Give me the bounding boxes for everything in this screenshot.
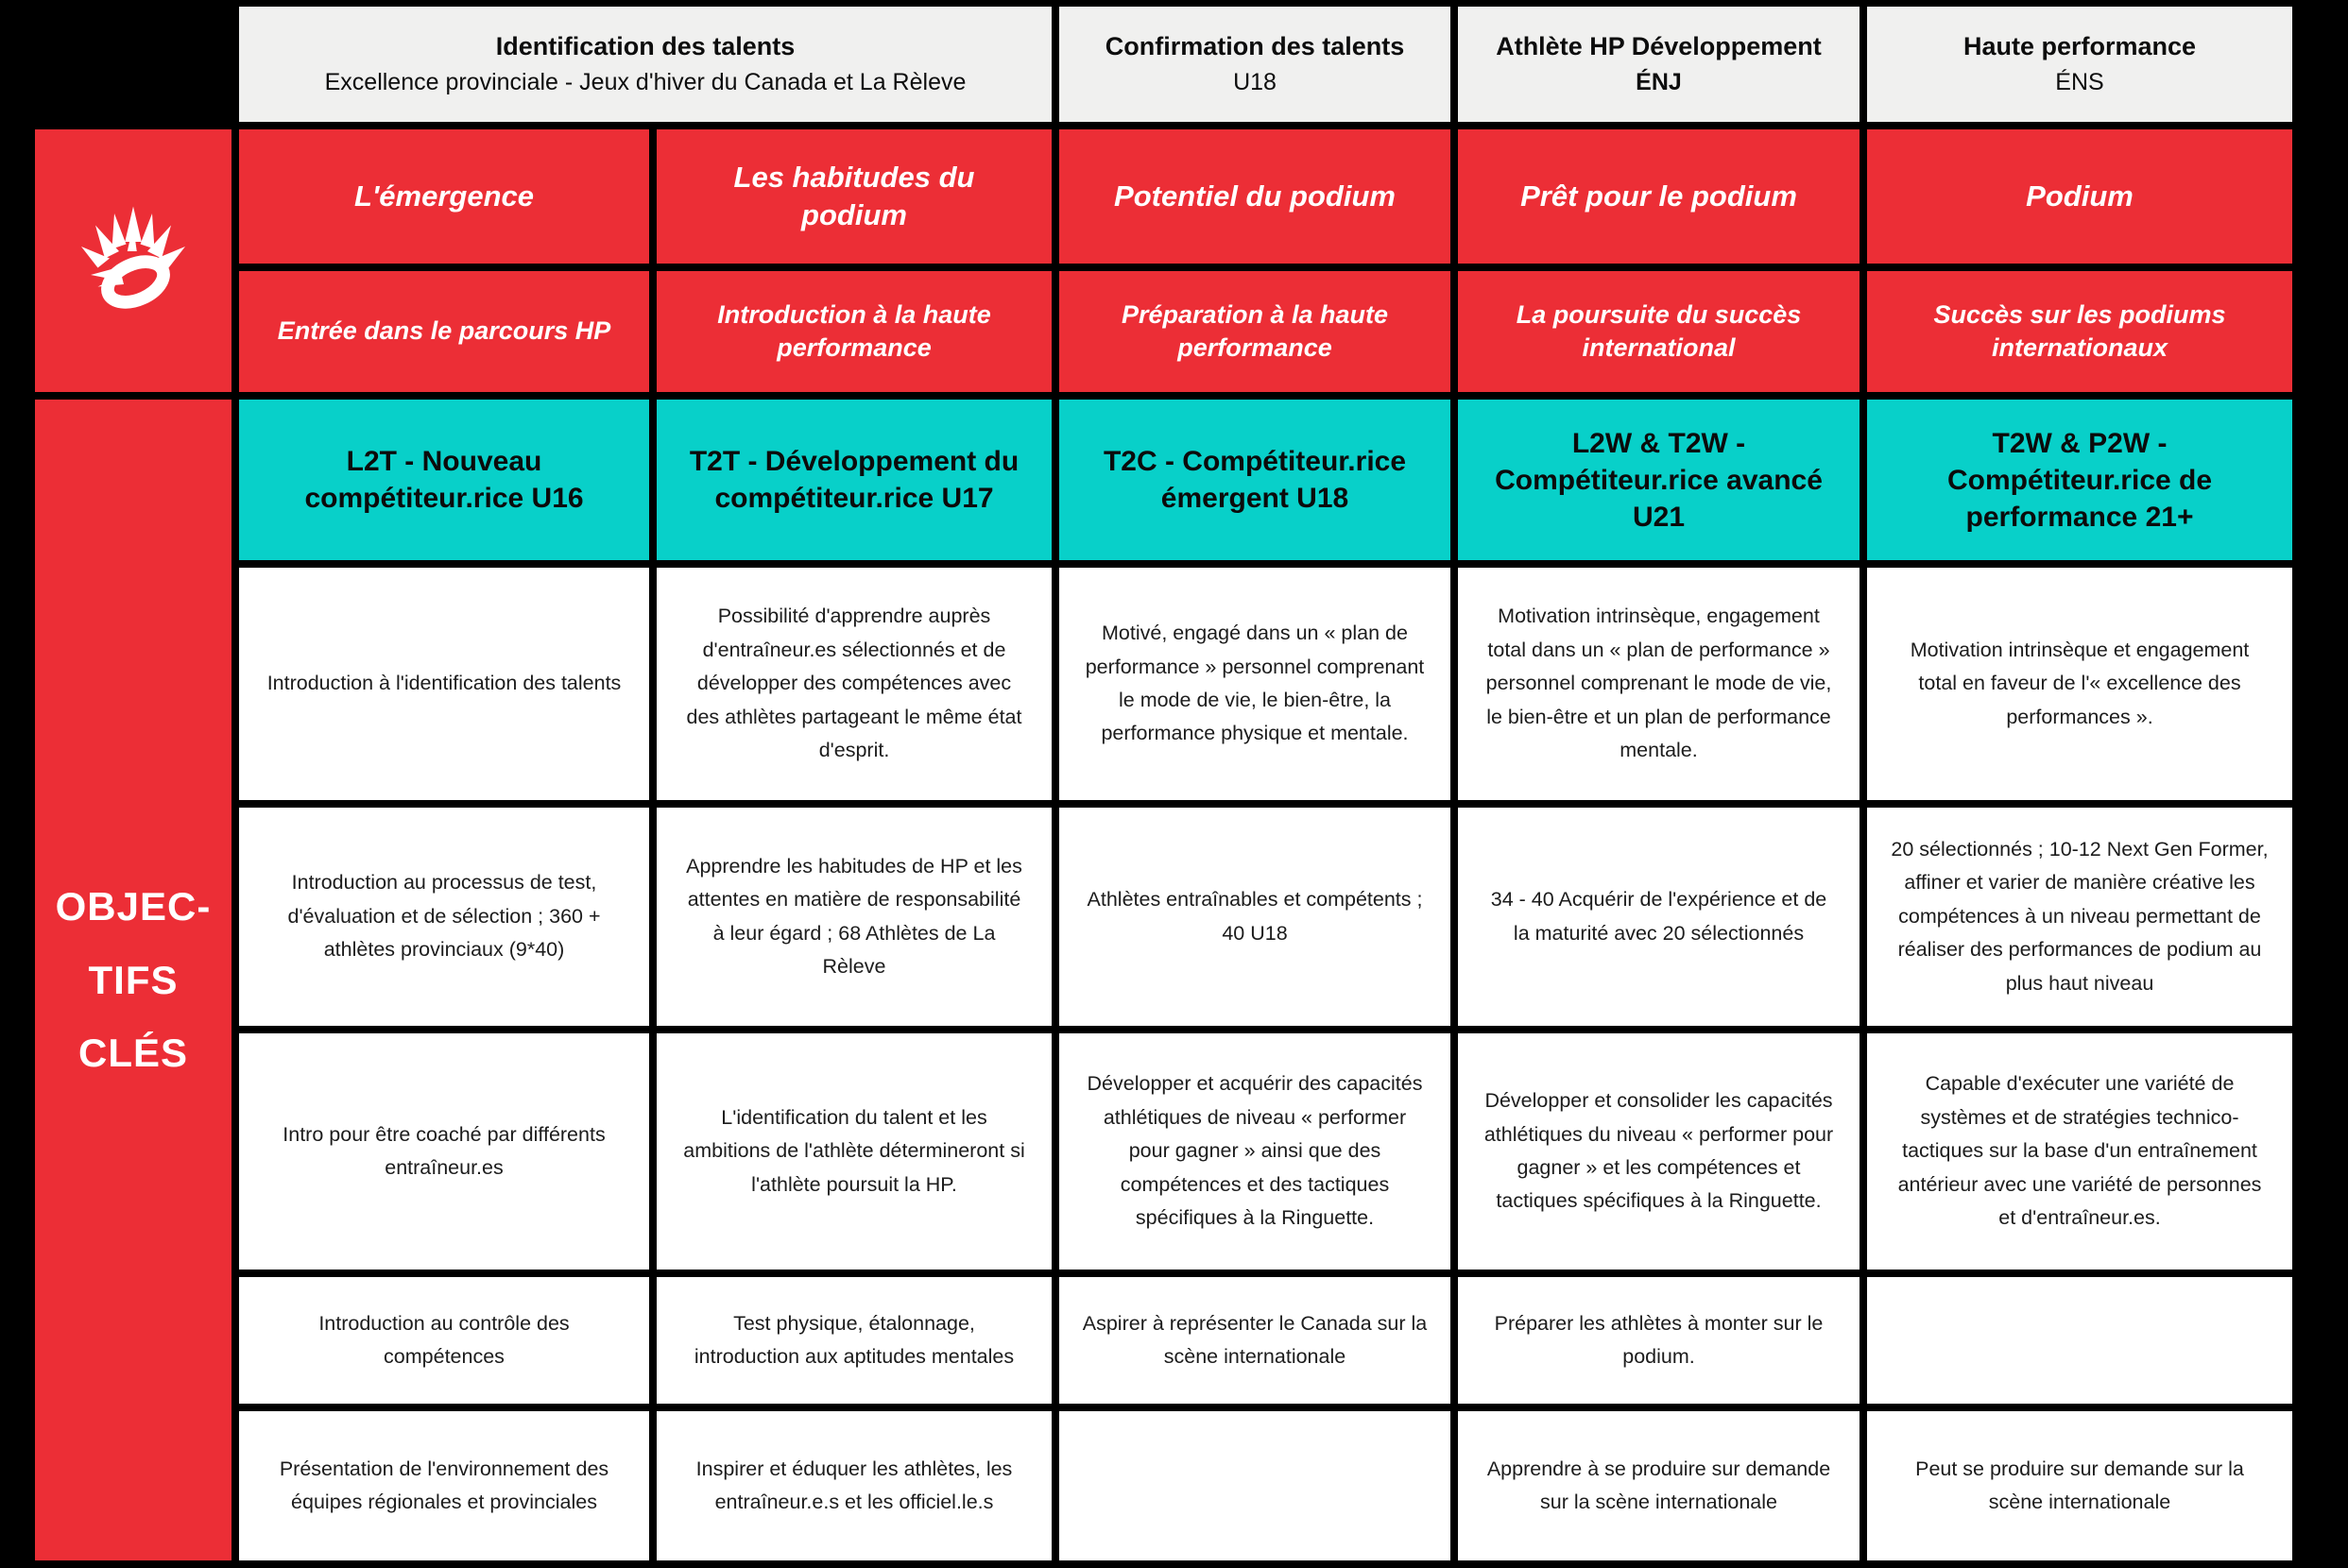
objectifs-line: CLÉS: [77, 1031, 188, 1076]
emergence-cell: Potentiel du podium: [1059, 129, 1450, 264]
pathway-label: Préparation à la haute performance: [1121, 299, 1389, 362]
stage-header-subtitle: Excellence provinciale - Jeux d'hiver du…: [324, 69, 967, 96]
stage-header-subtitle: ÉNS: [2055, 69, 2104, 96]
stage-header-haute-performance: Haute performance ÉNS: [1867, 7, 2292, 122]
objective-text: Inspirer et éduquer les athlètes, les en…: [695, 1457, 1013, 1513]
objective-cell: 20 sélectionnés ; 10-12 Next Gen Former,…: [1867, 808, 2292, 1026]
ltad-stage-cell: T2C - Compétiteur.rice émergent U18: [1059, 400, 1450, 560]
objective-text: L'identification du talent et les ambiti…: [683, 1105, 1025, 1196]
stage-header-identification: Identification des talents Excellence pr…: [239, 7, 1052, 122]
ltad-stage-label: T2W & P2W - Compétiteur.rice de performa…: [1946, 427, 2213, 533]
stage-header-confirmation: Confirmation des talents U18: [1059, 7, 1450, 122]
pathway-label: Entrée dans le parcours HP: [277, 316, 611, 346]
objective-cell: 34 - 40 Acquérir de l'expérience et de l…: [1458, 808, 1860, 1026]
objective-cell: Test physique, étalonnage, introduction …: [657, 1277, 1052, 1404]
objective-cell-empty: [1867, 1277, 2292, 1404]
objective-cell: Introduction au processus de test, d'éva…: [239, 808, 649, 1026]
objective-text: Développer et consolider les capacités a…: [1483, 1089, 1834, 1213]
objective-text: Possibilité d'apprendre auprès d'entraîn…: [686, 605, 1022, 762]
objective-cell: Motivation intrinsèque et engagement tot…: [1867, 568, 2292, 800]
objective-cell: Développer et consolider les capacités a…: [1458, 1033, 1860, 1270]
objective-text: Introduction au processus de test, d'éva…: [287, 871, 601, 962]
objective-cell: Capable d'exécuter une variété de systèm…: [1867, 1033, 2292, 1270]
stage-header-title: Haute performance: [1962, 31, 2197, 60]
ltad-stage-cell: L2T - Nouveau compétiteur.rice U16: [239, 400, 649, 560]
ltad-stage-label: T2C - Compétiteur.rice émergent U18: [1103, 446, 1407, 514]
objective-text: 34 - 40 Acquérir de l'expérience et de l…: [1490, 888, 1827, 945]
objective-cell: Athlètes entraînables et compétents ; 40…: [1059, 808, 1450, 1026]
objective-cell: Développer et acquérir des capacités ath…: [1059, 1033, 1450, 1270]
ltad-stage-label: L2T - Nouveau compétiteur.rice U16: [304, 446, 584, 514]
stage-header-title: Confirmation des talents: [1105, 31, 1405, 60]
objective-cell: Préparer les athlètes à monter sur le po…: [1458, 1277, 1860, 1404]
objective-cell: Inspirer et éduquer les athlètes, les en…: [657, 1411, 1052, 1560]
objective-cell: Intro pour être coaché par différents en…: [239, 1033, 649, 1270]
objective-text: Présentation de l'environnement des équi…: [279, 1457, 609, 1513]
emergence-cell: Les habitudes du podium: [657, 129, 1052, 264]
objective-text: Test physique, étalonnage, introduction …: [694, 1311, 1015, 1368]
emergence-label: Potentiel du podium: [1114, 179, 1396, 213]
objective-text: Motivé, engagé dans un « plan de perform…: [1085, 622, 1425, 745]
stage-header-title: Identification des talents: [495, 31, 796, 60]
objective-cell: Possibilité d'apprendre auprès d'entraîn…: [657, 568, 1052, 800]
objective-text: Introduction à l'identification des tale…: [266, 672, 622, 695]
objective-text: 20 sélectionnés ; 10-12 Next Gen Former,…: [1891, 837, 2269, 995]
ringette-canada-logo: [81, 206, 185, 309]
objective-text: Apprendre à se produire sur demande sur …: [1486, 1457, 1831, 1513]
emergence-label: Podium: [2026, 179, 2134, 213]
ltad-stage-cell: T2T - Développement du compétiteur.rice …: [657, 400, 1052, 560]
pathway-cell: Introduction à la haute performance: [657, 271, 1052, 392]
objective-text: Motivation intrinsèque, engagement total…: [1485, 605, 1832, 762]
objective-cell: Apprendre les habitudes de HP et les att…: [657, 808, 1052, 1026]
pathway-table: Identification des talents Excellence pr…: [35, 7, 2292, 1560]
objective-text: Aspirer à représenter le Canada sur la s…: [1082, 1311, 1428, 1368]
objective-cell: Peut se produire sur demande sur la scèn…: [1867, 1411, 2292, 1560]
objective-text: Athlètes entraînables et compétents ; 40…: [1087, 888, 1423, 945]
objective-cell: L'identification du talent et les ambiti…: [657, 1033, 1052, 1270]
objective-cell-empty: [1059, 1411, 1450, 1560]
objective-cell: Motivé, engagé dans un « plan de perform…: [1059, 568, 1450, 800]
emergence-cell: Prêt pour le podium: [1458, 129, 1860, 264]
objective-cell: Aspirer à représenter le Canada sur la s…: [1059, 1277, 1450, 1404]
pathway-label: Succès sur les podiums internationaux: [1933, 299, 2226, 362]
pathway-cell: Succès sur les podiums internationaux: [1867, 271, 2292, 392]
objective-cell: Motivation intrinsèque, engagement total…: [1458, 568, 1860, 800]
emergence-label: Prêt pour le podium: [1520, 179, 1797, 213]
emergence-cell: Podium: [1867, 129, 2292, 264]
emergence-cell: L'émergence: [239, 129, 649, 264]
pathway-cell: Entrée dans le parcours HP: [239, 271, 649, 392]
objective-text: Préparer les athlètes à monter sur le po…: [1494, 1311, 1824, 1368]
objectifs-line: TIFS: [88, 957, 179, 1002]
stage-header-subtitle: U18: [1233, 69, 1277, 96]
stage-header-title: Athlète HP Développement: [1496, 31, 1822, 60]
objective-cell: Présentation de l'environnement des équi…: [239, 1411, 649, 1560]
emergence-label: L'émergence: [353, 179, 534, 213]
stage-header-subtitle: ÉNJ: [1636, 69, 1682, 96]
emergence-label: Les habitudes du podium: [733, 160, 975, 231]
pathway-label: La poursuite du succès international: [1516, 299, 1802, 362]
objective-text: Développer et acquérir des capacités ath…: [1087, 1072, 1423, 1230]
ltad-stage-label: T2T - Développement du compétiteur.rice …: [689, 446, 1020, 514]
objectifs-cles-label: OBJEC- TIFS CLÉS: [35, 400, 231, 1560]
objective-text: Peut se produire sur demande sur la scèn…: [1915, 1457, 2244, 1513]
objective-cell: Apprendre à se produire sur demande sur …: [1458, 1411, 1860, 1560]
pathway-label: Introduction à la haute performance: [717, 299, 991, 362]
ltad-stage-cell: L2W & T2W - Compétiteur.rice avancé U21: [1458, 400, 1860, 560]
objective-cell: Introduction à l'identification des tale…: [239, 568, 649, 800]
objective-text: Capable d'exécuter une variété de systèm…: [1897, 1072, 2262, 1230]
objective-text: Introduction au contrôle des compétences: [318, 1311, 570, 1368]
ltad-stage-label: L2W & T2W - Compétiteur.rice avancé U21: [1495, 427, 1823, 533]
objective-text: Apprendre les habitudes de HP et les att…: [686, 854, 1022, 978]
pathway-cell: La poursuite du succès international: [1458, 271, 1860, 392]
ltad-stage-cell: T2W & P2W - Compétiteur.rice de performa…: [1867, 400, 2292, 560]
stage-header-athlete-hp: Athlète HP Développement ÉNJ: [1458, 7, 1860, 122]
pathway-cell: Préparation à la haute performance: [1059, 271, 1450, 392]
objective-cell: Introduction au contrôle des compétences: [239, 1277, 649, 1404]
objectifs-line: OBJEC-: [55, 883, 212, 929]
logo-cell: [35, 129, 231, 392]
objective-text: Intro pour être coaché par différents en…: [283, 1122, 606, 1179]
objective-text: Motivation intrinsèque et engagement tot…: [1910, 638, 2250, 728]
